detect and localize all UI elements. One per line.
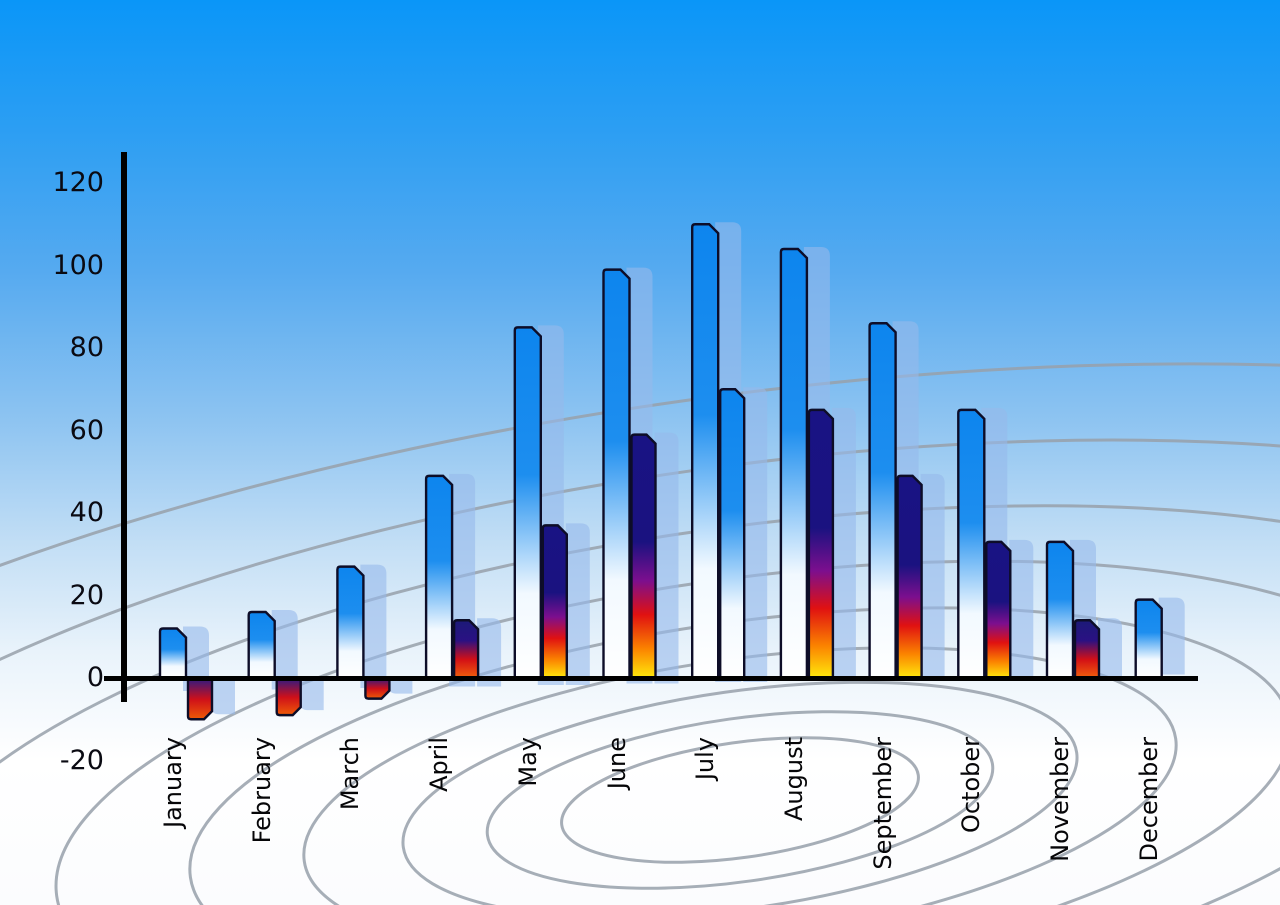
bar-may-primary (513, 326, 542, 680)
bar-february-primary (247, 610, 276, 680)
bar-november-primary (1045, 540, 1075, 680)
y-tick-label-40: 40 (69, 497, 104, 528)
y-tick-label-0: 0 (86, 662, 104, 693)
shadow-january-primary (183, 626, 209, 691)
y-tick-label-100: 100 (52, 249, 104, 281)
y-tick-label-120: 120 (52, 167, 104, 198)
shadow-october-secondary (1009, 539, 1034, 678)
bar-january-primary (158, 627, 188, 680)
bar-shadows (183, 222, 1185, 715)
y-axis-line (121, 152, 127, 702)
y-tick-label-80: 80 (69, 332, 104, 363)
shadow-november-secondary (1098, 618, 1122, 676)
bar-march-primary (336, 565, 365, 680)
shadow-may-secondary (565, 523, 590, 685)
bar-october-secondary (985, 540, 1012, 680)
bar-march-secondary (364, 676, 391, 700)
bar-february-secondary (275, 676, 302, 717)
bar-november-secondary (1073, 619, 1101, 680)
bar-july-secondary (719, 388, 746, 680)
bar-december-primary (1134, 598, 1163, 680)
axes (104, 152, 1198, 702)
bar-october-primary (957, 408, 986, 680)
y-tick-label-60: 60 (69, 414, 104, 446)
y-tick-label--20: -20 (59, 744, 104, 776)
bar-august-secondary (807, 408, 835, 680)
shadow-april-secondary (477, 618, 502, 687)
bar-april-primary (424, 474, 454, 680)
shadow-february-secondary (299, 678, 324, 711)
bar-august-primary (779, 247, 809, 680)
x-axis-zero-line (104, 676, 1198, 681)
bar-september-secondary (896, 474, 923, 680)
shadow-february-primary (271, 610, 298, 690)
bar-may-secondary (541, 524, 568, 680)
shadow-september-secondary (920, 473, 945, 679)
shadow-july-secondary (743, 387, 768, 682)
shadow-january-secondary (211, 678, 235, 715)
shadow-december-primary (1158, 597, 1185, 675)
shadow-june-secondary (654, 432, 679, 684)
bar-april-secondary (452, 619, 480, 680)
bar-june-primary (602, 268, 631, 680)
shadow-march-primary (360, 564, 387, 688)
y-tick-label-20: 20 (69, 579, 104, 611)
bar-june-secondary (630, 433, 657, 680)
shadow-august-secondary (831, 407, 856, 681)
bar-september-primary (868, 322, 897, 680)
bars (158, 223, 1163, 721)
bar-january-secondary (186, 676, 214, 721)
shadow-march-secondary (388, 678, 413, 694)
bar-july-primary (691, 223, 720, 680)
